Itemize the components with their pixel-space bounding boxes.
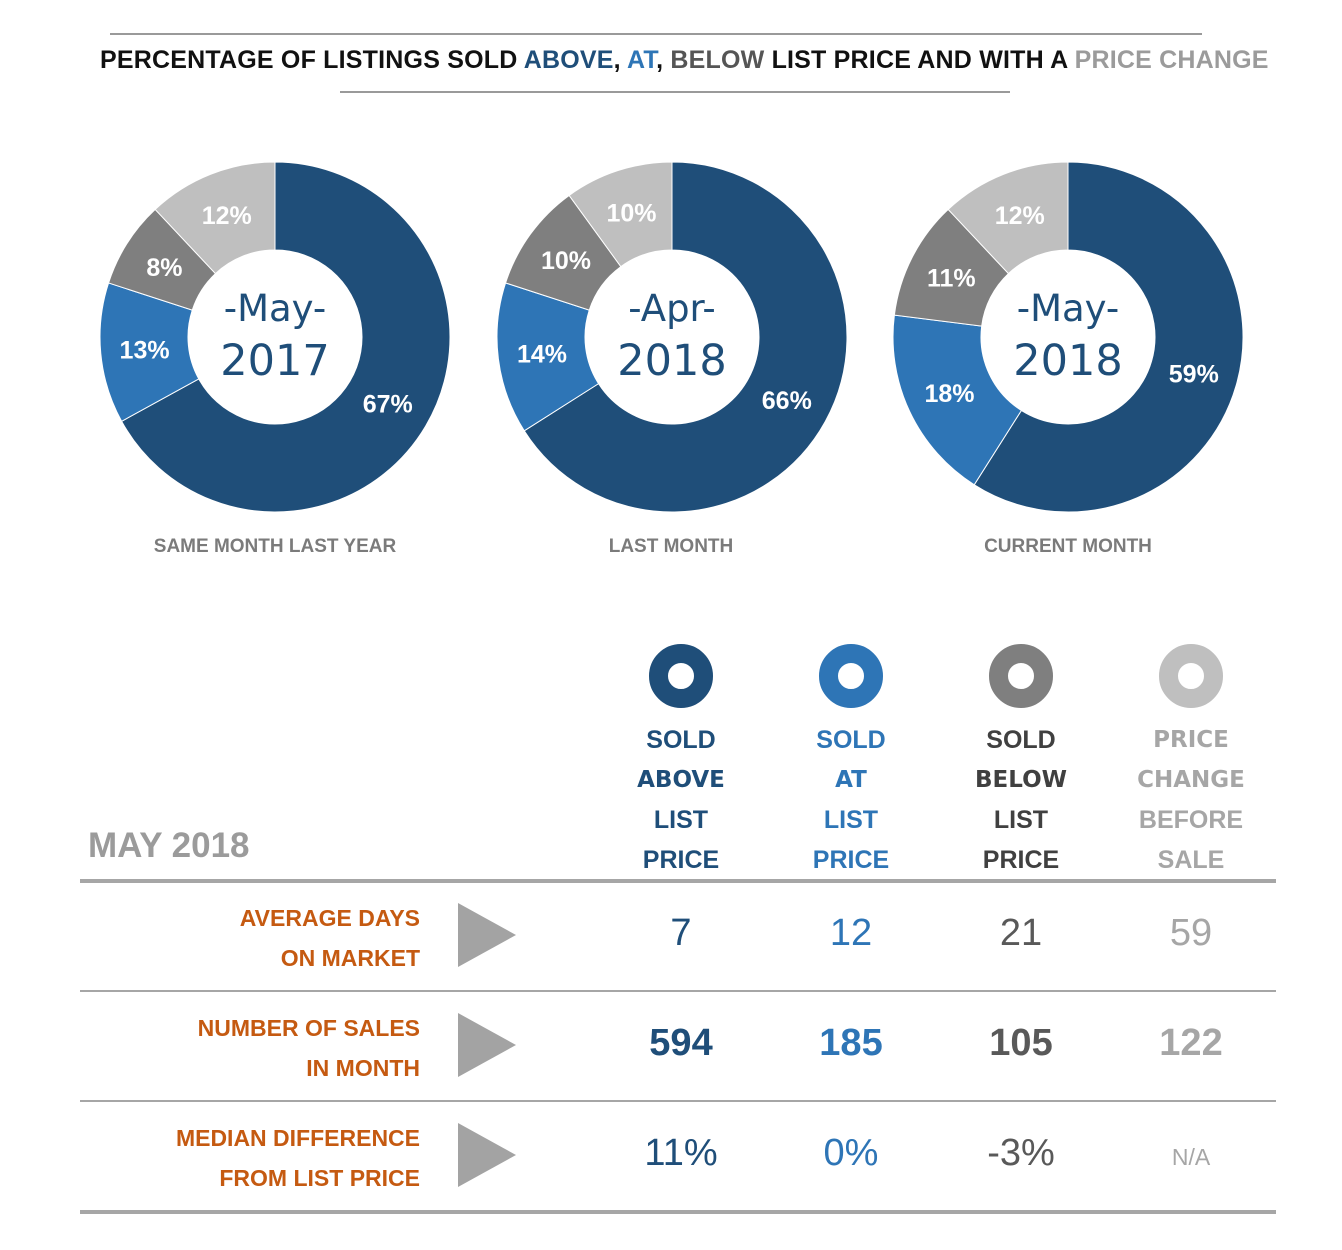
legend-line: LIST [653, 806, 709, 834]
donut-center-year: 2018 [617, 336, 726, 386]
cell-avg-days-price-change: 59 [1169, 912, 1213, 954]
cell-median-diff-price-change: N/A [1171, 1144, 1211, 1170]
title-rule-bottom [340, 91, 1010, 93]
cell-sales-below: 105 [989, 1022, 1053, 1064]
row-label-line: IN MONTH [306, 1055, 420, 1081]
row-label-number-of-sales: NUMBER OF SALES IN MONTH [100, 1008, 420, 1088]
legend-line: BELOW [975, 767, 1067, 793]
legend-line: LIST [993, 806, 1049, 834]
cell-avg-days-below: 21 [999, 912, 1043, 954]
donut-slice-price-change [947, 161, 1069, 275]
donut-caption-same-month-last-year: SAME MONTH LAST YEAR [153, 536, 397, 557]
cell-median-diff-below: -3% [987, 1132, 1055, 1174]
donut-slice-label-price-change: 12% [202, 202, 252, 230]
legend-line: BEFORE [1138, 806, 1244, 834]
donut-slice-above [523, 161, 848, 513]
title-part: , [656, 46, 671, 74]
donut-center-month: -Apr- [628, 287, 716, 330]
row-label-line: NUMBER OF SALES [197, 1015, 420, 1041]
legend-line: ABOVE [637, 767, 725, 793]
row-divider [80, 990, 1276, 992]
row-divider [80, 1100, 1276, 1102]
donut-slice-label-at: 18% [924, 380, 974, 408]
table-header-divider [80, 879, 1276, 883]
donut-slice-label-above: 66% [762, 387, 812, 415]
legend-label-sold-below: SOLD BELOW LIST PRICE [936, 720, 1106, 880]
donut-slice-price-change [568, 161, 673, 268]
row-label-median-difference: MEDIAN DIFFERENCE FROM LIST PRICE [100, 1118, 420, 1198]
title-part-below: BELOW [670, 46, 765, 74]
donut-slice-label-above: 67% [363, 391, 413, 419]
title-rule-top [110, 33, 1202, 35]
row-arrow-icon [458, 1013, 516, 1077]
donut-caption-last-month: LAST MONTH [608, 536, 734, 557]
legend-line: CHANGE [1137, 767, 1245, 793]
legend-line: SOLD [986, 726, 1056, 754]
row-label-line: MEDIAN DIFFERENCE [175, 1125, 420, 1151]
table-period-title: MAY 2018 [88, 826, 250, 865]
title-part-price-change: PRICE CHANGE [1074, 46, 1269, 74]
legend-line: AT [835, 767, 867, 793]
row-arrow-icon [458, 903, 516, 967]
table-bottom-divider [80, 1210, 1276, 1214]
donut-slice-label-below: 8% [146, 254, 182, 282]
row-label-average-days: AVERAGE DAYS ON MARKET [100, 898, 420, 978]
legend-label-price-change: PRICE CHANGE BEFORE SALE [1106, 720, 1276, 880]
donut-caption-current-month: CURRENT MONTH [984, 536, 1152, 557]
legend-line: PRICE [812, 846, 890, 874]
cell-median-diff-at: 0% [823, 1132, 879, 1174]
donut-slice-label-price-change: 10% [606, 199, 656, 227]
title-part: LIST PRICE AND WITH A [764, 46, 1075, 74]
legend-line: LIST [823, 806, 879, 834]
title-part-above: ABOVE [523, 46, 614, 74]
donut-slice-label-below: 10% [541, 247, 591, 275]
title-part: , [613, 46, 627, 74]
donut-slice-label-at: 13% [120, 336, 170, 364]
donut-slice-label-above: 59% [1169, 361, 1219, 389]
title-part: PERCENTAGE OF LISTINGS SOLD [100, 46, 524, 74]
title-part-at: AT [626, 46, 657, 74]
legend-label-sold-above: SOLD ABOVE LIST PRICE [596, 720, 766, 880]
donut-slice-at [892, 314, 1023, 486]
donut-slice-label-at: 14% [517, 340, 567, 368]
legend-label-sold-at: SOLD AT LIST PRICE [766, 720, 936, 880]
legend-line: SOLD [816, 726, 886, 754]
cell-sales-price-change: 122 [1159, 1022, 1223, 1064]
donut-slice-label-price-change: 12% [995, 202, 1045, 230]
donut-center-month: -May- [1017, 287, 1120, 330]
page-title: PERCENTAGE OF LISTINGS SOLD ABOVE, AT, B… [100, 46, 1268, 75]
legend-line: PRICE [982, 846, 1060, 874]
legend-at-ring-icon [819, 644, 883, 708]
donut-center-year: 2017 [220, 336, 329, 386]
legend-below-ring-icon [989, 644, 1053, 708]
donut-slice-label-below: 11% [927, 265, 976, 293]
donut-charts: 67% 13% 8% 12% -May- 2017 66% 14% 10% 10% -Apr- 201… [99, 161, 1244, 513]
donut-center-year: 2018 [1013, 336, 1122, 386]
row-arrow-icon [458, 1123, 516, 1187]
donut-slice-above [120, 161, 451, 513]
cell-sales-at: 185 [819, 1022, 883, 1064]
cell-median-diff-above: 11% [644, 1132, 718, 1174]
row-label-line: AVERAGE DAYS [239, 905, 420, 931]
row-label-line: FROM LIST PRICE [219, 1165, 420, 1191]
donut-slice-above [973, 161, 1244, 513]
row-label-line: ON MARKET [280, 945, 420, 971]
legend-price-change-ring-icon [1159, 644, 1223, 708]
legend-line: SALE [1157, 846, 1225, 874]
legend-line: PRICE [1153, 727, 1229, 753]
cell-avg-days-at: 12 [829, 912, 873, 954]
legend-above-ring-icon [649, 644, 713, 708]
donut-slice-price-change [154, 161, 276, 275]
legend-line: PRICE [642, 846, 720, 874]
cell-sales-above: 594 [649, 1022, 713, 1064]
legend-line: SOLD [646, 726, 716, 754]
cell-avg-days-above: 7 [670, 912, 692, 954]
donut-center-month: -May- [224, 287, 327, 330]
